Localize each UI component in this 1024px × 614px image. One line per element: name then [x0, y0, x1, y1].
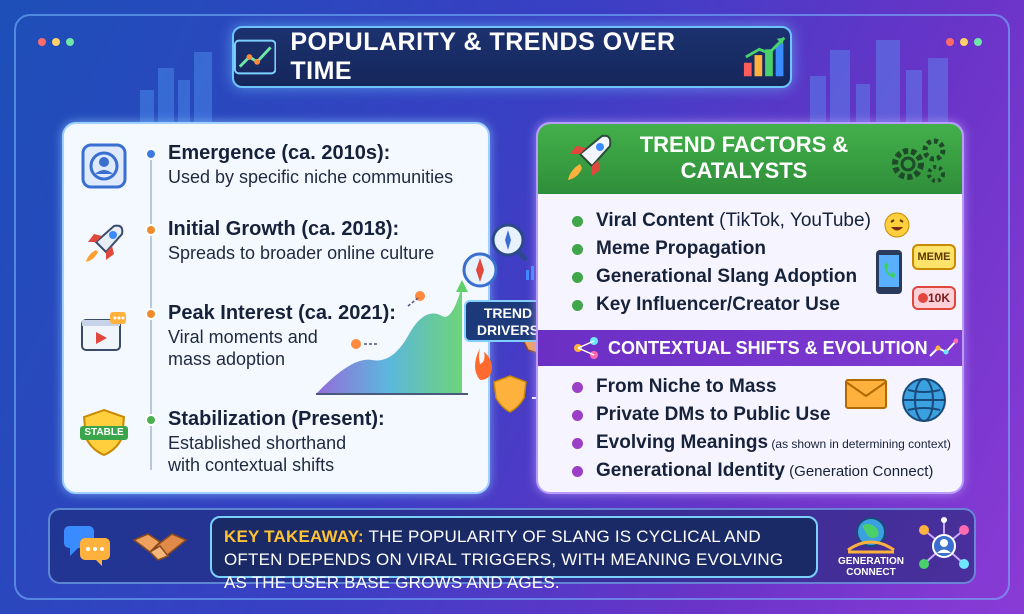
- context-title: Evolving Meanings: [596, 432, 769, 453]
- timeline-dot: [145, 224, 157, 236]
- factors-header: TREND FACTORS & CATALYSTS: [538, 124, 962, 194]
- bullet: [572, 244, 583, 255]
- factor-title: Key Influencer/Creator Use: [596, 294, 840, 315]
- rocket-icon: [86, 224, 124, 262]
- outer-frame: [14, 14, 1010, 600]
- contextual-header: CONTEXTUAL SHIFTS & EVOLUTION: [538, 330, 962, 366]
- stage-heading: Emergence (ca. 2010s):: [168, 142, 391, 164]
- context-title: Generational Identity: [596, 460, 785, 481]
- stage-description: Established shorthand: [168, 433, 347, 453]
- bullet: [572, 438, 583, 449]
- user-network-icon: [919, 517, 969, 569]
- meme-bubble: MEME: [912, 244, 956, 270]
- user-profile-icon: [81, 143, 127, 189]
- context-detail: (as shown in determining context): [768, 437, 951, 451]
- smartphone-icon: [876, 250, 902, 294]
- growth-curve-graphic: [316, 280, 468, 395]
- bar-chart-up-icon: [743, 36, 786, 77]
- rocket-icon: [568, 134, 612, 180]
- takeaway-text: THE POPULARITY OF SLANG IS CYCLICAL AND …: [224, 527, 784, 592]
- timeline-dot: [145, 308, 157, 320]
- factor-detail: (TikTok, YouTube): [713, 210, 871, 231]
- bullet: [572, 300, 583, 311]
- bullet: [572, 382, 583, 393]
- contextual-title: CONTEXTUAL SHIFTS & EVOLUTION: [608, 338, 928, 358]
- title-bar: POPULARITY & TRENDS OVER TIME: [232, 26, 792, 88]
- window-dots-left: [38, 38, 74, 46]
- stage-heading: Peak Interest (ca. 2021):: [168, 302, 396, 324]
- takeaway-label: KEY TAKEAWAY:: [224, 527, 364, 546]
- video-player-icon: [81, 312, 126, 351]
- gears-icon: [892, 138, 946, 183]
- bullet: [572, 410, 583, 421]
- laughing-emoji-icon: [884, 212, 910, 238]
- stage-description: Spreads to broader online culture: [168, 243, 435, 263]
- trend-line-icon: [929, 338, 958, 357]
- stable-shield-icon: [80, 408, 128, 456]
- stage-heading: Initial Growth (ca. 2018):: [168, 218, 400, 240]
- timeline-dot: [145, 414, 157, 426]
- network-icon: [574, 337, 598, 359]
- chat-bubbles-icon: [64, 526, 110, 566]
- bullet: [572, 272, 583, 283]
- skyline-right-decoration: [810, 40, 980, 130]
- stage-description: mass adoption: [168, 349, 286, 369]
- handshake-icon: [132, 533, 188, 561]
- stage-description: with contextual shifts: [168, 455, 335, 475]
- globe-bridge-icon: [847, 517, 895, 554]
- context-detail: (Generation Connect): [784, 463, 934, 480]
- context-title: From Niche to Mass: [596, 376, 777, 397]
- timeline-card: Emergence (ca. 2010s): Used by specific …: [62, 122, 490, 494]
- factor-title: Viral Content: [596, 210, 714, 231]
- key-takeaway: KEY TAKEAWAY: THE POPULARITY OF SLANG IS…: [210, 516, 818, 592]
- stable-badge-label: STABLE: [84, 427, 124, 438]
- timeline-dot: [145, 148, 157, 160]
- envelope-icon: [845, 379, 887, 409]
- factors-card: TREND FACTORS & CATALYSTS Viral Content …: [536, 122, 964, 494]
- stage-heading: Stabilization (Present):: [168, 408, 385, 430]
- stage-description: Viral moments and: [168, 327, 318, 347]
- likes-bubble: 10K: [912, 286, 956, 310]
- factor-title: Meme Propagation: [596, 238, 766, 259]
- takeaway-bar: KEY TAKEAWAY: THE POPULARITY OF SLANG IS…: [48, 508, 976, 592]
- window-dots-right: [946, 38, 982, 46]
- context-title: Private DMs to Public Use: [596, 404, 831, 425]
- generation-connect-label: GENERATION CONNECT: [838, 556, 904, 578]
- bullet: [572, 466, 583, 477]
- factor-title: Generational Slang Adoption: [596, 266, 858, 287]
- bullet: [572, 216, 583, 227]
- stage-description: Used by specific niche communities: [168, 167, 454, 187]
- globe-icon: [902, 378, 946, 422]
- line-chart-icon: [234, 39, 277, 75]
- user-icon: [918, 293, 928, 303]
- skyline-left-decoration: [140, 40, 230, 130]
- factors-title: TREND FACTORS & CATALYSTS: [639, 132, 849, 183]
- likes-count: 10K: [927, 291, 950, 305]
- page-title: POPULARITY & TRENDS OVER TIME: [290, 28, 676, 85]
